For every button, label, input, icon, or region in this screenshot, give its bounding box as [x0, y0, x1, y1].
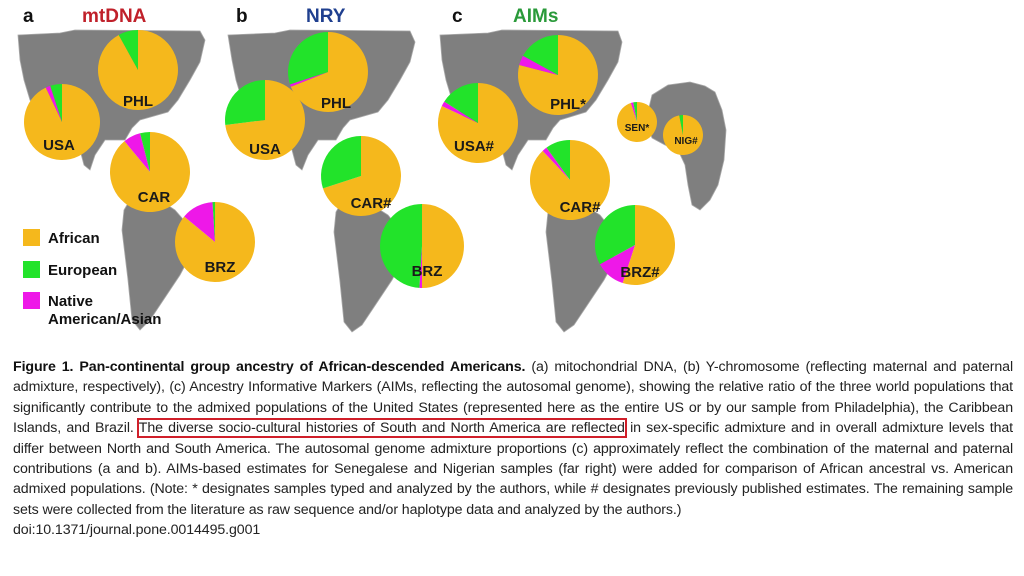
pie-nry-usa: USA — [225, 80, 305, 160]
pie-mtdna-usa: USA — [23, 84, 100, 160]
panel-letter-c: c — [452, 6, 463, 27]
pie-mtdna-car: CAR — [110, 132, 191, 213]
figure-panels: a mtDNA b NRY c AIMs USA PHL CAR BRZ USA PHL C… — [17, 6, 727, 333]
caption-highlighted-sentence: The diverse socio-cultural histories of … — [136, 418, 627, 439]
pie-charts: USA PHL CAR BRZ USA PHL CAR# BRZ USA# PHL* CAR# BRZ… — [23, 30, 704, 288]
legend-swatch-african — [23, 229, 40, 246]
pie-slice-european — [546, 140, 570, 180]
pie-slice-european — [633, 102, 637, 122]
caption-title: Figure 1. Pan-continental group ancestry… — [13, 359, 526, 375]
pie-mtdna-brz: BRZ — [175, 202, 256, 283]
pie-slice-african — [110, 132, 191, 213]
pie-label: USA — [249, 141, 281, 158]
panel-title-aims: AIMs — [513, 6, 558, 27]
pie-aims-usa: USA# — [438, 83, 518, 163]
pie-slice-native — [289, 72, 328, 87]
pie-slice-european — [225, 80, 265, 126]
pie-label: SEN* — [625, 123, 650, 134]
legend-label-native-2: American/Asian — [48, 311, 161, 328]
pie-slice-native — [441, 101, 478, 123]
legend-swatch-european — [23, 261, 40, 278]
pie-label: CAR — [138, 189, 171, 206]
pie-slice-native — [599, 245, 635, 284]
pie-slice-european — [380, 204, 422, 288]
pie-slice-european — [118, 30, 138, 70]
pie-slice-european — [140, 132, 150, 172]
pie-nry-phl: PHL — [287, 32, 368, 112]
pie-slice-native — [124, 133, 150, 172]
pie-nry-car: CAR# — [321, 136, 402, 216]
pie-slice-native — [542, 147, 570, 180]
legend: African European Native American/Asian — [23, 229, 161, 328]
pie-mtdna-phl: PHL — [97, 30, 179, 111]
legend-label-native-1: Native — [48, 293, 93, 310]
figure-caption: Figure 1. Pan-continental group ancestry… — [13, 357, 1013, 541]
pie-slice-european — [50, 84, 62, 122]
pie-slice-european — [679, 115, 683, 135]
pie-slice-african — [663, 114, 704, 155]
pie-slice-native — [519, 55, 558, 75]
pie-label: BRZ — [412, 263, 443, 280]
pie-slice-african — [23, 84, 100, 160]
pie-aims-sen: SEN* — [617, 102, 657, 142]
pie-slice-european — [287, 32, 328, 85]
pie-label: BRZ — [205, 259, 236, 276]
pie-label: CAR# — [351, 195, 392, 212]
caption-text-1: (a) mitochondrial DNA, (b) Y-chromosome … — [13, 359, 1013, 437]
pie-label: PHL — [123, 93, 153, 110]
pie-nry-brz: BRZ — [380, 204, 464, 288]
legend-label-african: African — [48, 230, 100, 247]
caption-text-2: in sex-specific admixture and in overall… — [13, 420, 1014, 518]
pie-label: BRZ# — [620, 264, 660, 281]
pie-slice-native — [45, 85, 62, 122]
pie-label: CAR# — [560, 199, 601, 216]
pie-aims-brz: BRZ# — [595, 205, 675, 285]
pie-label: PHL — [321, 95, 351, 112]
pie-slice-african — [438, 83, 518, 163]
pie-slice-african — [225, 80, 305, 160]
legend-swatch-native — [23, 292, 40, 309]
panel-title-nry: NRY — [306, 6, 346, 27]
pie-slice-native — [630, 102, 637, 122]
pie-label: USA — [43, 137, 75, 154]
pie-slice-european — [522, 35, 558, 75]
pie-slice-african — [422, 204, 464, 288]
legend-label-european: European — [48, 262, 117, 279]
pie-slice-african — [175, 202, 256, 283]
pie-slice-european — [444, 83, 478, 123]
pie-aims-nig: NIG# — [663, 114, 704, 155]
pie-label: NIG# — [674, 136, 698, 147]
pie-slice-african — [290, 32, 368, 112]
pie-aims-car: CAR# — [530, 140, 610, 220]
panel-letter-a: a — [23, 6, 34, 27]
pie-slice-african — [322, 136, 402, 216]
pie-slice-european — [321, 136, 361, 189]
pie-slice-european — [595, 205, 635, 265]
pie-aims-phl: PHL* — [518, 35, 599, 115]
caption-doi[interactable]: doi:10.1371/journal.pone.0014495.g001 — [13, 522, 261, 539]
pie-slice-native — [419, 246, 422, 288]
pie-slice-african — [622, 205, 675, 285]
pie-label: USA# — [454, 138, 495, 155]
pie-slice-native — [184, 202, 215, 242]
pie-slice-european — [212, 202, 215, 242]
pie-label: PHL* — [550, 96, 586, 113]
panel-title-mtdna: mtDNA — [82, 6, 147, 27]
panel-letter-b: b — [236, 6, 248, 27]
